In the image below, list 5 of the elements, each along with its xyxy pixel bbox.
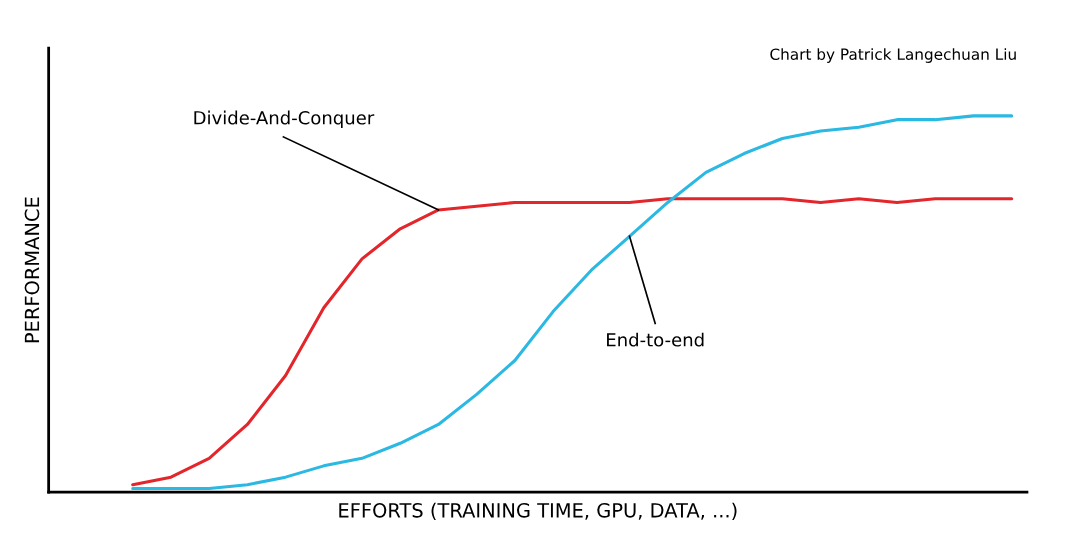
text: Chart by Patrick Langechuan Liu bbox=[770, 48, 1016, 63]
y-axis-title: PERFORMANCE bbox=[24, 197, 40, 343]
x-axis-title: EFFORTS (TRAINING TIME, GPU, DATA, ...) bbox=[339, 502, 737, 520]
text: End-to-end bbox=[607, 332, 704, 347]
text: Divide-And-Conquer bbox=[194, 110, 375, 129]
